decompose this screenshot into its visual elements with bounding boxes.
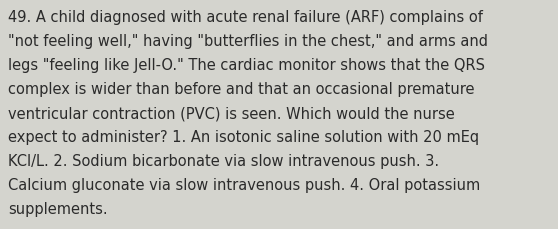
Text: complex is wider than before and that an occasional premature: complex is wider than before and that an… — [8, 82, 475, 97]
Text: "not feeling well," having "butterflies in the chest," and arms and: "not feeling well," having "butterflies … — [8, 34, 488, 49]
Text: 49. A child diagnosed with acute renal failure (ARF) complains of: 49. A child diagnosed with acute renal f… — [8, 10, 483, 25]
Text: Calcium gluconate via slow intravenous push. 4. Oral potassium: Calcium gluconate via slow intravenous p… — [8, 177, 480, 192]
Text: legs "feeling like Jell-O." The cardiac monitor shows that the QRS: legs "feeling like Jell-O." The cardiac … — [8, 58, 485, 73]
Text: expect to administer? 1. An isotonic saline solution with 20 mEq: expect to administer? 1. An isotonic sal… — [8, 129, 479, 144]
Text: ventricular contraction (PVC) is seen. Which would the nurse: ventricular contraction (PVC) is seen. W… — [8, 106, 455, 120]
Text: supplements.: supplements. — [8, 201, 108, 216]
Text: KCl/L. 2. Sodium bicarbonate via slow intravenous push. 3.: KCl/L. 2. Sodium bicarbonate via slow in… — [8, 153, 440, 168]
